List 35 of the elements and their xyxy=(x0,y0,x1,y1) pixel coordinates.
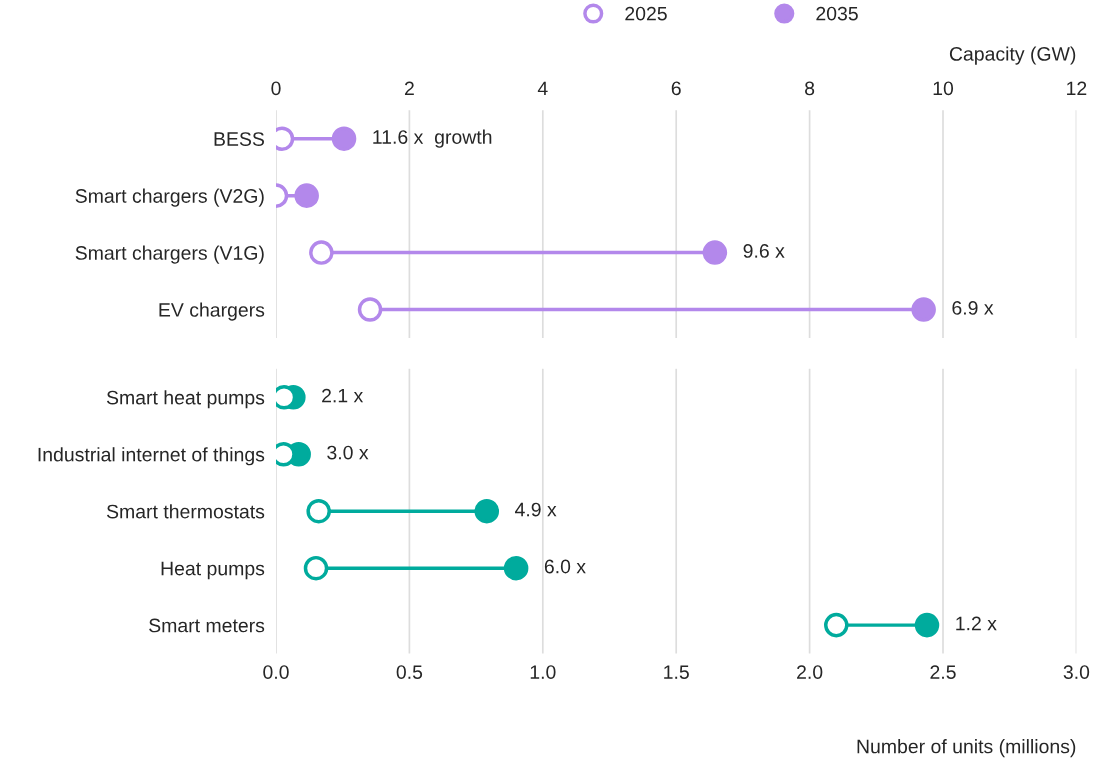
x2-tick-label: 8 xyxy=(805,81,815,96)
legend-label: 2035 xyxy=(816,6,858,21)
annotation: 4.9 x xyxy=(515,502,557,517)
y-tick-label: BESS xyxy=(214,132,264,146)
x-tick-label: 1.5 xyxy=(664,665,689,679)
x2-axis-title: Capacity (GW) xyxy=(949,46,1076,65)
y-tick-label: Smart meters xyxy=(149,618,265,633)
x-axis-title: Number of units (millions) xyxy=(857,739,1076,758)
x2-tick-label: 0 xyxy=(271,81,281,96)
x-tick-label: 0.0 xyxy=(263,665,289,679)
y-tick-label: Smart chargers (V1G) xyxy=(75,245,264,264)
annotation: 6.9 x xyxy=(952,301,994,315)
y-tick-label: Industrial internet of things xyxy=(38,447,265,466)
annotation: 2.1 x xyxy=(322,388,364,403)
y-tick-label: EV chargers xyxy=(159,302,265,321)
annotation: 11.6 x growth xyxy=(373,129,492,148)
y-tick-label: Smart thermostats xyxy=(106,504,265,519)
x2-tick-label: 6 xyxy=(671,81,681,96)
y-tick-label: Smart chargers (V2G) xyxy=(75,188,264,207)
x-tick-label: 2.0 xyxy=(797,665,823,679)
x2-tick-label: 12 xyxy=(1067,81,1087,96)
x2-tick-label: 4 xyxy=(537,81,548,96)
legend-label: 2025 xyxy=(625,6,667,21)
x-tick-label: 3.0 xyxy=(1063,665,1090,679)
x2-tick-label: 10 xyxy=(933,81,954,96)
annotation: 6.0 x xyxy=(544,559,586,574)
annotation: 1.2 x xyxy=(956,616,997,631)
x2-tick-label: 2 xyxy=(404,81,414,96)
annotation: 3.0 x xyxy=(327,445,369,460)
x-tick-label: 0.5 xyxy=(396,665,423,679)
y-tick-label: Heat pumps xyxy=(161,561,265,580)
y-tick-label: Smart heat pumps xyxy=(106,390,265,409)
x-tick-label: 2.5 xyxy=(930,665,956,679)
x-tick-label: 1.0 xyxy=(530,665,556,679)
annotation: 9.6 x xyxy=(743,244,785,258)
